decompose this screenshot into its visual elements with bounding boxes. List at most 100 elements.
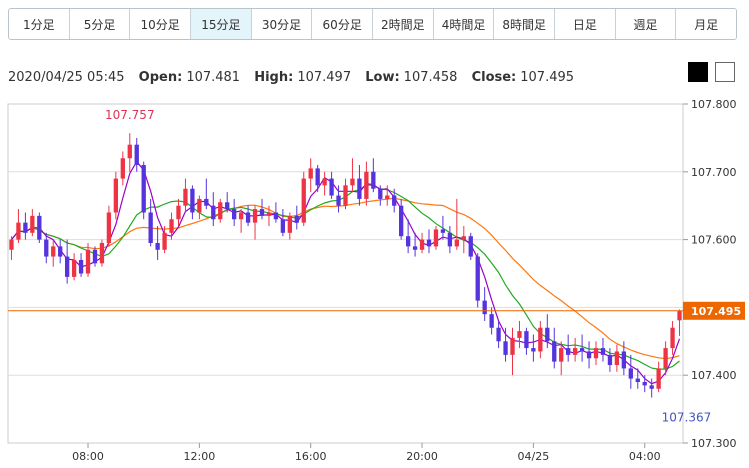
candle-body	[593, 348, 599, 359]
candle	[9, 236, 14, 260]
candle-body	[329, 178, 334, 196]
candle-body	[350, 178, 355, 186]
candle	[566, 334, 571, 362]
candle-body	[385, 195, 390, 199]
candle-body	[197, 198, 202, 213]
candle-body	[273, 212, 279, 220]
candle-body	[294, 215, 299, 223]
candle-body	[64, 256, 70, 277]
candle-body	[85, 249, 91, 274]
candle-body	[503, 341, 508, 355]
candle	[23, 212, 28, 240]
candle-body	[454, 239, 459, 247]
candle	[232, 198, 237, 227]
candle	[496, 320, 501, 349]
candle-body	[336, 195, 341, 206]
high-label: High:	[254, 70, 294, 85]
candle	[183, 178, 188, 213]
candle-body	[315, 168, 320, 186]
candle	[371, 158, 376, 193]
tab-9[interactable]: 日足	[555, 9, 616, 39]
candle	[134, 137, 139, 172]
tab-3[interactable]: 15分足	[191, 9, 252, 39]
current-price-badge	[683, 301, 745, 320]
tab-10[interactable]: 週足	[615, 9, 677, 39]
candle-body	[600, 348, 606, 355]
tab-1[interactable]: 5分足	[69, 9, 131, 39]
candle	[357, 165, 362, 206]
candle-body	[628, 368, 633, 379]
candle	[273, 202, 279, 223]
candle-body	[120, 158, 125, 179]
high-annotation: 107.757	[105, 108, 155, 122]
candle	[600, 337, 606, 362]
candle	[245, 205, 251, 227]
candle-body	[301, 178, 306, 223]
candle-body	[106, 212, 112, 243]
candle-body	[399, 205, 404, 237]
x-tick-label: 20:00	[406, 450, 438, 463]
candle-body	[322, 178, 327, 186]
candle-body	[266, 212, 272, 216]
candle	[579, 334, 585, 362]
tab-5[interactable]: 60分足	[312, 9, 374, 39]
candle-body	[378, 188, 383, 199]
candle	[92, 246, 98, 267]
tab-6[interactable]: 2時間足	[373, 9, 434, 39]
y-tick-label: 107.300	[691, 437, 737, 450]
candle-body	[649, 385, 654, 389]
candle-body	[343, 185, 348, 206]
candle	[162, 226, 167, 254]
candle	[454, 198, 459, 250]
candle-body	[30, 215, 35, 233]
ohlc-datetime: 2020/04/25 05:45	[8, 70, 125, 85]
candle-body	[16, 222, 21, 240]
candle	[315, 165, 320, 193]
tab-8[interactable]: 8時間足	[494, 9, 556, 39]
candle	[322, 171, 327, 196]
low-value: 107.458	[403, 70, 458, 85]
candle-body	[433, 229, 439, 247]
candle-body	[71, 259, 77, 277]
candle-body	[468, 236, 473, 257]
candle-body	[364, 171, 369, 199]
candle	[197, 195, 202, 220]
candle	[378, 185, 383, 206]
candle	[614, 344, 620, 372]
tab-7[interactable]: 4時間足	[433, 9, 495, 39]
close-value: 107.495	[520, 70, 575, 85]
candle	[106, 205, 112, 247]
tab-0[interactable]: 1分足	[9, 9, 70, 39]
dark-theme-button[interactable]	[688, 62, 708, 82]
candle	[85, 242, 91, 277]
candle	[176, 198, 181, 227]
candle	[155, 226, 160, 260]
x-tick-label: 04:00	[629, 450, 661, 463]
candle-body	[419, 239, 425, 250]
candle	[433, 226, 439, 250]
candle-body	[482, 300, 487, 315]
candle	[677, 309, 682, 336]
candle-body	[635, 378, 640, 382]
candle-body	[37, 215, 42, 240]
candle-body	[245, 212, 251, 223]
light-theme-button[interactable]	[715, 62, 735, 82]
candle	[71, 253, 77, 281]
current-price-label: 107.495	[691, 305, 741, 318]
tab-4[interactable]: 30分足	[251, 9, 313, 39]
timeframe-tabs: 1分足 5分足 10分足 15分足 30分足 60分足 2時間足 4時間足 8時間足 日足 週足 月足	[8, 8, 737, 40]
candle-body	[44, 239, 49, 257]
candle	[545, 314, 550, 349]
tab-11[interactable]: 月足	[676, 9, 736, 39]
candle-body	[412, 246, 418, 250]
x-tick-label: 12:00	[184, 450, 216, 463]
candle	[593, 341, 599, 366]
candle-body	[280, 219, 286, 233]
candle	[16, 209, 21, 243]
candle	[308, 158, 313, 193]
candle	[663, 341, 668, 376]
x-tick-label: 16:00	[295, 450, 327, 463]
candle-body	[141, 165, 146, 213]
tab-2[interactable]: 10分足	[130, 9, 192, 39]
candle	[301, 171, 306, 227]
